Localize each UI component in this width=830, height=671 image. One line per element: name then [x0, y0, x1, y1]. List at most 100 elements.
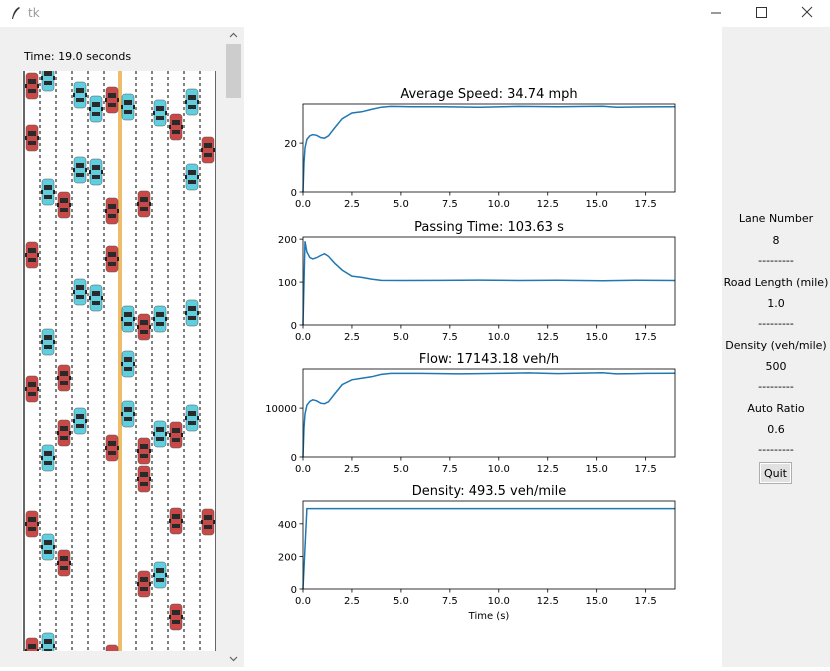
- road-length-label: Road Length (mile): [723, 276, 829, 289]
- plot-axes: [302, 500, 676, 590]
- x-tick-label: 2.5: [344, 199, 360, 210]
- x-tick-label: 5.0: [393, 464, 409, 475]
- x-tick-label: 17.5: [634, 464, 656, 475]
- scroll-thumb[interactable]: [226, 44, 241, 98]
- y-tick-label: 10000: [265, 404, 297, 415]
- x-tick-label: 15.0: [586, 332, 608, 343]
- density-label: Density (veh/mile): [725, 339, 827, 352]
- auto-car: [89, 158, 103, 186]
- x-tick-label: 7.5: [442, 596, 458, 607]
- manual-car: [25, 72, 39, 100]
- auto-car: [185, 404, 199, 432]
- plot-axes: [302, 368, 676, 458]
- minimize-icon: [711, 12, 721, 14]
- y-tick-label: 100: [278, 278, 297, 289]
- lane-number-value: 8: [772, 234, 780, 247]
- plot-title: Average Speed: 34.74 mph: [400, 87, 577, 102]
- x-tick-label: 10.0: [488, 199, 510, 210]
- x-tick-label: 12.5: [537, 199, 559, 210]
- x-tick-label: 2.5: [344, 332, 360, 343]
- x-tick-label: 15.0: [586, 199, 608, 210]
- y-tick-label: 0: [291, 321, 297, 332]
- x-tick-label: 0.0: [295, 464, 311, 475]
- x-tick-label: 10.0: [488, 596, 510, 607]
- auto-car: [153, 561, 167, 589]
- chevron-down-icon: [229, 656, 238, 662]
- manual-car: [169, 421, 183, 449]
- auto-car: [89, 284, 103, 312]
- plots-figure: Average Speed: 34.74 mph 0 20 0.0 2.5 5.0 7.5 1…: [265, 87, 676, 622]
- manual-car: [137, 437, 151, 465]
- y-tick-label: 0: [291, 453, 297, 464]
- plot-title: Density: 493.5 veh/mile: [412, 484, 567, 499]
- manual-car: [169, 507, 183, 535]
- auto-car: [73, 81, 87, 109]
- x-tick-label: 5.0: [393, 596, 409, 607]
- lane-number-label: Lane Number: [738, 212, 814, 225]
- auto-car: [185, 88, 199, 116]
- vertical-scrollbar[interactable]: [225, 27, 242, 667]
- manual-car: [57, 191, 71, 219]
- x-tick-label: 10.0: [488, 464, 510, 475]
- x-tick-label: 17.5: [634, 199, 656, 210]
- y-tick-label: 20: [284, 139, 297, 150]
- x-tick-label: 0.0: [295, 596, 311, 607]
- road-canvas: [22, 71, 216, 651]
- auto-car: [41, 444, 55, 472]
- manual-car: [137, 570, 151, 598]
- y-tick-label: 0: [291, 188, 297, 199]
- y-tick-label: 0: [291, 585, 297, 596]
- road-length-value: 1.0: [767, 297, 785, 310]
- x-tick-label: 7.5: [442, 199, 458, 210]
- series-line: [302, 507, 675, 590]
- x-tick-label: 7.5: [442, 464, 458, 475]
- density-value: 500: [765, 360, 787, 373]
- manual-car: [201, 136, 215, 164]
- maximize-button[interactable]: [738, 0, 784, 27]
- auto-car: [73, 156, 87, 184]
- window-title: tk: [28, 6, 40, 20]
- auto-car: [185, 163, 199, 191]
- minimize-button[interactable]: [692, 0, 738, 27]
- auto-car: [121, 400, 135, 428]
- auto-car: [89, 95, 103, 123]
- x-tick-label: 7.5: [442, 332, 458, 343]
- series-line: [302, 105, 676, 193]
- time-label: Time: 19.0 seconds: [24, 50, 132, 63]
- x-tick-label: 17.5: [634, 596, 656, 607]
- manual-car: [105, 644, 119, 651]
- feather-icon: [12, 7, 20, 19]
- x-tick-label: 12.5: [537, 332, 559, 343]
- separator: ---------: [758, 380, 794, 393]
- manual-car: [57, 419, 71, 447]
- manual-car: [105, 197, 119, 225]
- title-bar: tk: [0, 0, 830, 27]
- auto-car: [41, 632, 55, 651]
- manual-car: [57, 364, 71, 392]
- manual-car: [169, 603, 183, 631]
- x-tick-label: 0.0: [295, 332, 311, 343]
- series-line: [302, 241, 676, 326]
- manual-car: [201, 508, 215, 536]
- quit-button[interactable]: Quit: [759, 462, 792, 484]
- x-tick-label: 10.0: [488, 332, 510, 343]
- manual-car: [137, 313, 151, 341]
- auto-car: [153, 99, 167, 127]
- manual-car: [105, 245, 119, 273]
- scroll-down-button[interactable]: [225, 650, 242, 667]
- auto-car: [41, 71, 55, 92]
- manual-car: [137, 465, 151, 493]
- close-button[interactable]: [784, 0, 830, 27]
- auto-car: [41, 328, 55, 356]
- x-tick-label: 5.0: [393, 199, 409, 210]
- manual-car: [25, 124, 39, 152]
- auto-car: [121, 305, 135, 333]
- x-tick-label: 15.0: [586, 464, 608, 475]
- scroll-up-button[interactable]: [225, 27, 242, 44]
- auto-car: [185, 299, 199, 327]
- close-icon: [801, 6, 813, 18]
- manual-car: [169, 113, 183, 141]
- x-tick-label: 2.5: [344, 596, 360, 607]
- auto-car: [73, 407, 87, 435]
- plot-axes: [302, 236, 676, 326]
